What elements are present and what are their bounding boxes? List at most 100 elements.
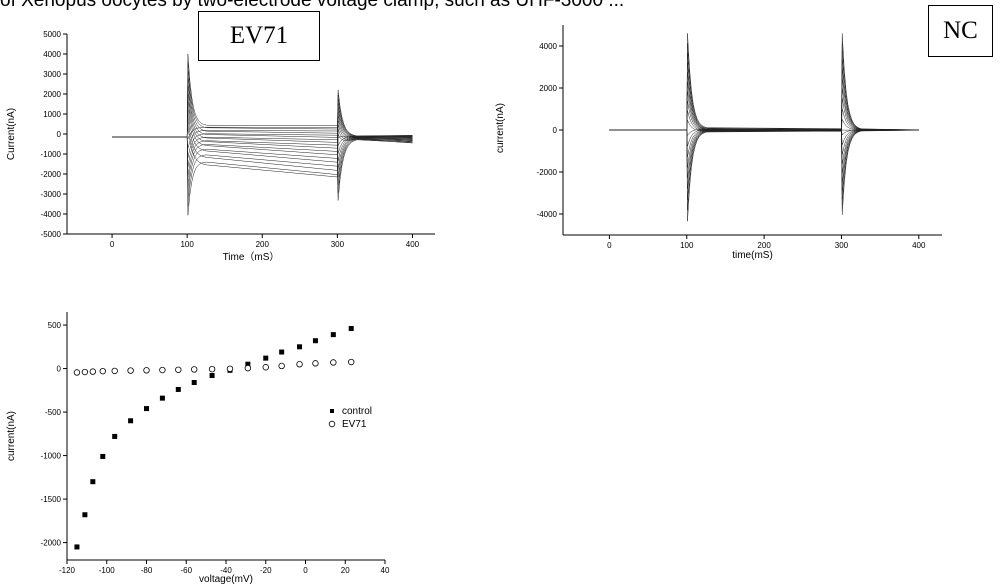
x-tick-label: 300 xyxy=(331,240,345,249)
x-tick-label: 100 xyxy=(680,241,694,250)
y-tick-label: 5000 xyxy=(43,30,61,39)
control-point xyxy=(209,373,215,379)
ev71-point xyxy=(81,368,89,376)
ev71-point xyxy=(278,362,285,370)
control-point xyxy=(100,453,106,459)
x-axis-title: Time（mS） xyxy=(223,251,280,263)
y-tick-label: 4000 xyxy=(539,42,557,51)
ev71-point xyxy=(244,364,252,372)
current-trace-0-10 xyxy=(112,93,413,149)
ev71-point xyxy=(208,365,216,373)
control-point xyxy=(279,349,285,355)
ev71-point xyxy=(99,367,106,375)
x-tick-label: 0 xyxy=(303,566,308,575)
header-text: of Xenopus oocytes by two-electrode volt… xyxy=(0,0,625,11)
current-trace-0-0 xyxy=(112,53,413,138)
current-trace-1-16 xyxy=(609,110,919,132)
control-point xyxy=(312,338,318,344)
control-point xyxy=(348,326,354,332)
x-axis-title: time(mS) xyxy=(732,250,773,261)
current-trace-1-10 xyxy=(609,81,919,131)
y-tick-label: -1500 xyxy=(41,495,62,504)
x-tick-label: -120 xyxy=(59,566,76,575)
y-axis-title: current(nA) xyxy=(495,103,506,153)
ev71-point xyxy=(127,367,134,374)
y-tick-label: 4000 xyxy=(43,50,61,59)
current-trace-0-9 xyxy=(112,136,413,178)
x-tick-label: -40 xyxy=(220,566,232,575)
ev71-point xyxy=(296,361,303,368)
current-trace-1-5 xyxy=(609,129,919,157)
y-tick-label: 0 xyxy=(553,126,558,135)
ev71-point xyxy=(175,366,182,373)
current-trace-0-13 xyxy=(112,136,413,197)
ev71-point xyxy=(348,358,355,366)
current-trace-1-4 xyxy=(609,52,919,131)
current-trace-1-12 xyxy=(609,91,919,131)
ev71-point xyxy=(312,360,319,367)
control-point xyxy=(128,418,134,424)
x-tick-label: -20 xyxy=(260,566,272,575)
x-tick-label: 0 xyxy=(607,241,612,250)
legend-control-label: control xyxy=(342,406,372,417)
current-trace-0-12 xyxy=(112,101,413,156)
current-trace-0-4 xyxy=(112,69,413,138)
current-trace-1-0 xyxy=(609,33,919,131)
x-tick-label: 100 xyxy=(180,240,194,249)
nc-box-label: NC xyxy=(928,5,993,57)
control-point xyxy=(175,386,181,392)
ev71-point xyxy=(159,366,166,374)
control-point xyxy=(191,379,197,385)
y-tick-label: -4000 xyxy=(537,210,558,219)
control-point xyxy=(144,406,149,412)
current-trace-0-6 xyxy=(112,77,413,138)
y-tick-label: 2000 xyxy=(43,90,61,99)
current-trace-1-8 xyxy=(609,71,919,131)
current-trace-1-2 xyxy=(609,43,919,131)
y-tick-label: -2000 xyxy=(41,539,62,548)
x-tick-label: 200 xyxy=(757,241,771,250)
ev71-point xyxy=(89,368,97,375)
y-tick-label: 3000 xyxy=(43,70,61,79)
ev71-point xyxy=(226,365,234,373)
current-trace-1-14 xyxy=(609,100,919,131)
current-trace-0-15 xyxy=(112,136,413,206)
current-trace-1-17 xyxy=(609,129,919,222)
x-tick-label: 40 xyxy=(381,566,390,575)
y-tick-label: -1000 xyxy=(41,150,62,159)
current-trace-0-16 xyxy=(112,117,413,171)
x-tick-label: 300 xyxy=(835,241,849,250)
current-trace-1-7 xyxy=(609,129,919,168)
y-tick-label: -2000 xyxy=(41,170,62,179)
current-trace-0-18 xyxy=(112,125,413,178)
current-trace-0-14 xyxy=(112,109,413,163)
current-trace-0-17 xyxy=(112,136,413,216)
y-tick-label: -2000 xyxy=(537,168,558,177)
current-trace-1-13 xyxy=(609,129,919,200)
ev71-point xyxy=(190,366,198,373)
y-axis-title: current(nA) xyxy=(6,411,17,461)
y-axis-title: Current(nA) xyxy=(6,108,17,160)
x-tick-label: 0 xyxy=(110,240,115,249)
legend-ev71-label: EV71 xyxy=(342,419,367,430)
ev71-point xyxy=(73,369,81,376)
control-point xyxy=(297,344,303,350)
x-tick-label: 400 xyxy=(406,240,420,249)
control-point xyxy=(159,395,165,401)
y-tick-label: 500 xyxy=(48,321,62,330)
legend-ev71-marker xyxy=(328,420,336,428)
current-trace-0-8 xyxy=(112,85,413,143)
control-point xyxy=(245,361,251,367)
control-point xyxy=(90,479,96,485)
y-tick-label: -4000 xyxy=(41,210,62,219)
y-tick-label: 2000 xyxy=(539,84,557,93)
ev71-point xyxy=(111,367,118,375)
control-point xyxy=(82,512,88,518)
x-tick-label: 200 xyxy=(256,240,270,249)
control-point xyxy=(330,332,336,338)
control-point xyxy=(263,355,269,361)
legend-control-marker xyxy=(330,409,334,413)
y-tick-label: 1000 xyxy=(43,110,61,119)
current-trace-1-11 xyxy=(609,129,919,190)
current-trace-1-15 xyxy=(609,129,919,211)
